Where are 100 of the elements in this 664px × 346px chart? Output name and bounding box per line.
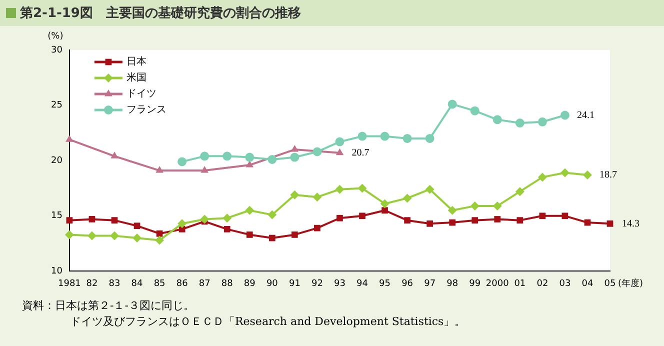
- x-tick-label: 94: [356, 278, 368, 289]
- legend-label: フランス: [126, 104, 166, 116]
- point: [582, 170, 592, 180]
- point: [382, 207, 388, 214]
- point: [134, 222, 140, 230]
- point: [222, 214, 232, 223]
- point: [515, 118, 524, 128]
- x-tick-label: 01: [514, 278, 526, 289]
- point: [111, 217, 118, 224]
- x-tick-label: 86: [176, 278, 188, 289]
- point: [448, 206, 457, 215]
- y-tick-label: 25: [51, 100, 62, 111]
- point: [606, 220, 614, 227]
- point: [538, 117, 547, 126]
- point: [268, 210, 277, 220]
- point: [178, 219, 187, 228]
- point: [268, 234, 276, 242]
- point: [515, 187, 524, 196]
- point: [292, 232, 298, 238]
- x-tick-label: 99: [469, 278, 481, 289]
- x-tick-label: 84: [131, 278, 144, 289]
- x-tick-label: 97: [424, 278, 436, 289]
- x-tick-label: 02: [536, 278, 548, 289]
- point: [312, 147, 322, 156]
- point: [132, 234, 142, 243]
- point: [314, 224, 320, 232]
- x-tick-label: 88: [221, 278, 234, 289]
- point: [336, 148, 344, 156]
- point: [426, 220, 433, 227]
- point: [66, 217, 73, 224]
- x-tick-label: 87: [198, 278, 210, 289]
- point: [404, 217, 410, 224]
- point: [448, 100, 457, 109]
- point: [245, 206, 254, 215]
- point: [492, 115, 502, 124]
- point: [156, 166, 164, 173]
- point: [335, 137, 344, 146]
- point: [88, 216, 96, 222]
- point: [449, 219, 456, 226]
- x-tick-label: 03: [559, 278, 571, 289]
- point: [222, 152, 232, 161]
- point: [470, 201, 480, 210]
- x-tick-label: 82: [86, 278, 98, 289]
- point: [336, 214, 343, 222]
- point: [472, 217, 478, 224]
- y-axis-title: (%): [48, 31, 64, 42]
- data-label: 24.1: [576, 110, 594, 121]
- point: [245, 152, 254, 162]
- point: [64, 230, 74, 240]
- point: [402, 134, 412, 143]
- point: [494, 216, 501, 222]
- point: [492, 201, 502, 210]
- chart-title: 第2-1-19図 主要国の基礎研究費の割合の推移: [20, 4, 301, 22]
- point: [560, 168, 570, 178]
- x-tick-label: 90: [266, 278, 278, 289]
- x-tick-label: 96: [402, 278, 414, 289]
- point: [358, 184, 367, 193]
- point: [425, 184, 434, 194]
- point: [539, 212, 546, 220]
- point: [380, 132, 390, 141]
- y-tick-label: 30: [51, 45, 63, 56]
- point: [335, 184, 344, 194]
- x-axis-title: (年度): [618, 278, 644, 289]
- point: [156, 230, 163, 237]
- data-label: 18.7: [599, 170, 617, 181]
- point: [66, 135, 74, 142]
- x-tick-label: 89: [244, 278, 256, 289]
- y-tick-label: 15: [51, 211, 62, 222]
- point: [246, 232, 253, 238]
- x-tick-label: 1981: [58, 278, 81, 289]
- x-tick-label: 95: [379, 278, 390, 289]
- point: [290, 145, 299, 152]
- point: [470, 106, 480, 116]
- text: 資料：日本は第２-１-３図に同じ。: [22, 298, 196, 314]
- x-tick-label: 04: [582, 278, 594, 289]
- point: [246, 160, 254, 168]
- point: [200, 166, 208, 173]
- point: [110, 231, 119, 240]
- x-tick-label: 85: [154, 278, 166, 289]
- legend-label: ドイツ: [126, 88, 156, 100]
- point: [224, 226, 230, 232]
- y-tick-label: 10: [51, 266, 63, 277]
- point: [425, 134, 434, 143]
- y-tick-label: 20: [51, 156, 63, 166]
- point: [155, 236, 164, 245]
- point: [200, 152, 210, 161]
- x-tick-label: 98: [446, 278, 458, 289]
- point: [562, 212, 568, 220]
- x-tick-label: 83: [108, 278, 120, 289]
- point: [538, 172, 547, 182]
- point: [380, 199, 390, 208]
- legend-label: 日本: [126, 56, 146, 68]
- data-label: 20.7: [352, 147, 370, 158]
- point: [560, 110, 570, 120]
- point: [87, 231, 96, 240]
- legend-label: 米国: [126, 72, 146, 84]
- x-tick-label: 93: [334, 278, 346, 289]
- point: [516, 217, 524, 224]
- text: ドイツ及びフランスはＯＥＣＤ「Research and Development Statistics」。: [69, 314, 467, 330]
- point: [110, 152, 118, 158]
